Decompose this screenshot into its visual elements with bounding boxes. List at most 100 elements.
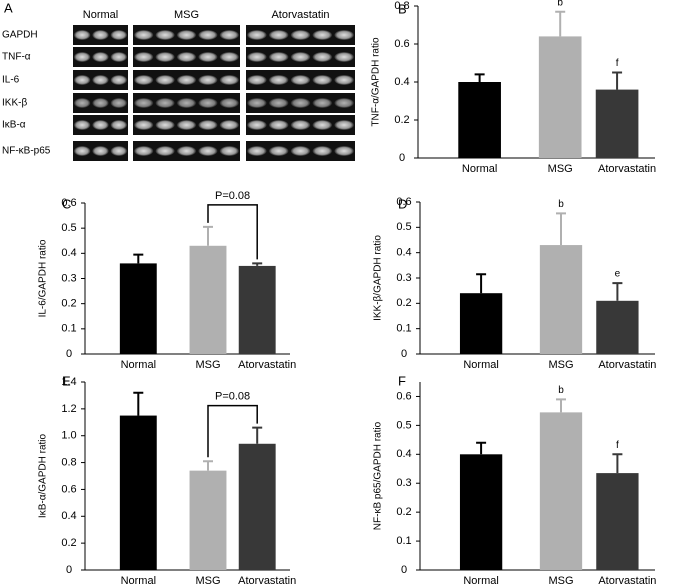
gel-band [134, 120, 154, 130]
y-tick-label: 0.3 [61, 272, 76, 284]
x-tick-label: Normal [121, 575, 156, 584]
y-tick-label: 0.3 [396, 477, 411, 489]
gel-band [219, 30, 239, 40]
y-axis-label: NF-κB p65/GAPDH ratio [373, 421, 384, 530]
significance-label: f [616, 440, 619, 451]
gel-group-label: Normal [83, 9, 118, 21]
y-tick-label: 0.4 [394, 76, 409, 88]
gel-band [176, 120, 197, 130]
gel-band [110, 146, 128, 156]
gel-band [198, 120, 218, 130]
y-tick-label: 0.1 [61, 323, 76, 335]
y-axis-label: IKK-β/GAPDH ratio [373, 235, 384, 321]
gel-band [219, 75, 239, 85]
gel-band [110, 30, 128, 40]
bar [539, 245, 583, 354]
gel-band [73, 75, 91, 85]
gel-band [334, 98, 354, 108]
significance-label: e [615, 269, 621, 280]
gel-band [134, 30, 154, 40]
y-tick-label: 0.5 [396, 419, 411, 431]
y-tick-label: 0.2 [396, 297, 411, 309]
gel-band [334, 120, 354, 130]
x-tick-label: Atorvastatin [598, 359, 656, 371]
panel-label: E [62, 373, 71, 388]
y-axis-label: IκB-α/GAPDH ratio [38, 434, 49, 519]
gel-band [134, 146, 154, 156]
panel-label: F [398, 373, 406, 388]
y-tick-label: 0.2 [394, 114, 409, 126]
gel-band [92, 98, 109, 108]
error-bar [474, 73, 485, 82]
y-tick-label: 0.6 [394, 38, 409, 50]
gel-band [92, 146, 109, 156]
error-bar [203, 460, 213, 471]
gel-group-label: Atorvastatin [271, 9, 329, 21]
gel-band [92, 52, 109, 62]
gel-band [134, 75, 154, 85]
bar [238, 265, 276, 354]
gel-band [312, 120, 333, 130]
error-bar [476, 273, 487, 294]
comparison-bracket [207, 204, 258, 260]
gel-band [334, 30, 354, 40]
y-tick-label: 0.2 [61, 298, 76, 310]
bar [238, 443, 276, 570]
y-tick-label: 0.5 [396, 221, 411, 233]
gel-band [134, 98, 154, 108]
gel-row-label: TNF-α [2, 52, 31, 63]
error-bar [556, 212, 566, 246]
error-bar [252, 262, 263, 266]
x-tick-label: Normal [121, 359, 156, 371]
gel-band [290, 30, 311, 40]
gel-row-label: NF-κB-p65 [2, 146, 51, 157]
gel-band [155, 146, 175, 156]
bar [596, 300, 639, 354]
gel-band [290, 52, 311, 62]
gel-band [268, 146, 289, 156]
gel-band [155, 30, 175, 40]
gel-band [247, 30, 267, 40]
gel-band [92, 120, 109, 130]
gel-band [73, 146, 91, 156]
gel-band [268, 30, 289, 40]
gel-band [290, 98, 311, 108]
gel-band [247, 146, 267, 156]
y-tick-label: 0.1 [396, 535, 411, 547]
error-bar [612, 282, 623, 301]
error-bar [556, 398, 566, 413]
significance-label: b [558, 385, 564, 396]
y-tick-label: 0.4 [61, 510, 76, 522]
gel-band [334, 75, 354, 85]
gel-band [155, 75, 175, 85]
panel-label: C [62, 196, 71, 211]
gel-band [219, 146, 239, 156]
y-tick-label: 0.4 [396, 448, 411, 460]
bar [459, 454, 503, 570]
y-tick-label: 0 [66, 348, 72, 360]
gel-row-label: IκB-α [2, 120, 26, 131]
x-tick-label: MSG [548, 163, 573, 175]
gel-band [155, 120, 175, 130]
y-tick-label: 0.6 [396, 196, 411, 208]
error-bar [555, 10, 566, 37]
y-tick-label: 0.8 [61, 456, 76, 468]
bar [596, 473, 639, 570]
bar [189, 245, 227, 354]
gel-band [312, 98, 333, 108]
gel-band [334, 52, 354, 62]
error-bar [203, 225, 213, 246]
gel-band [92, 30, 109, 40]
gel-band [155, 52, 175, 62]
gel-row-label: GAPDH [2, 30, 38, 41]
gel-band [290, 75, 311, 85]
gel-band [73, 52, 91, 62]
y-tick-label: 0 [401, 348, 407, 360]
significance-label: b [558, 199, 564, 210]
bar [119, 415, 157, 570]
bar [458, 82, 501, 158]
gel-band [176, 146, 197, 156]
bar [595, 89, 639, 158]
y-tick-label: 1.2 [61, 403, 76, 415]
